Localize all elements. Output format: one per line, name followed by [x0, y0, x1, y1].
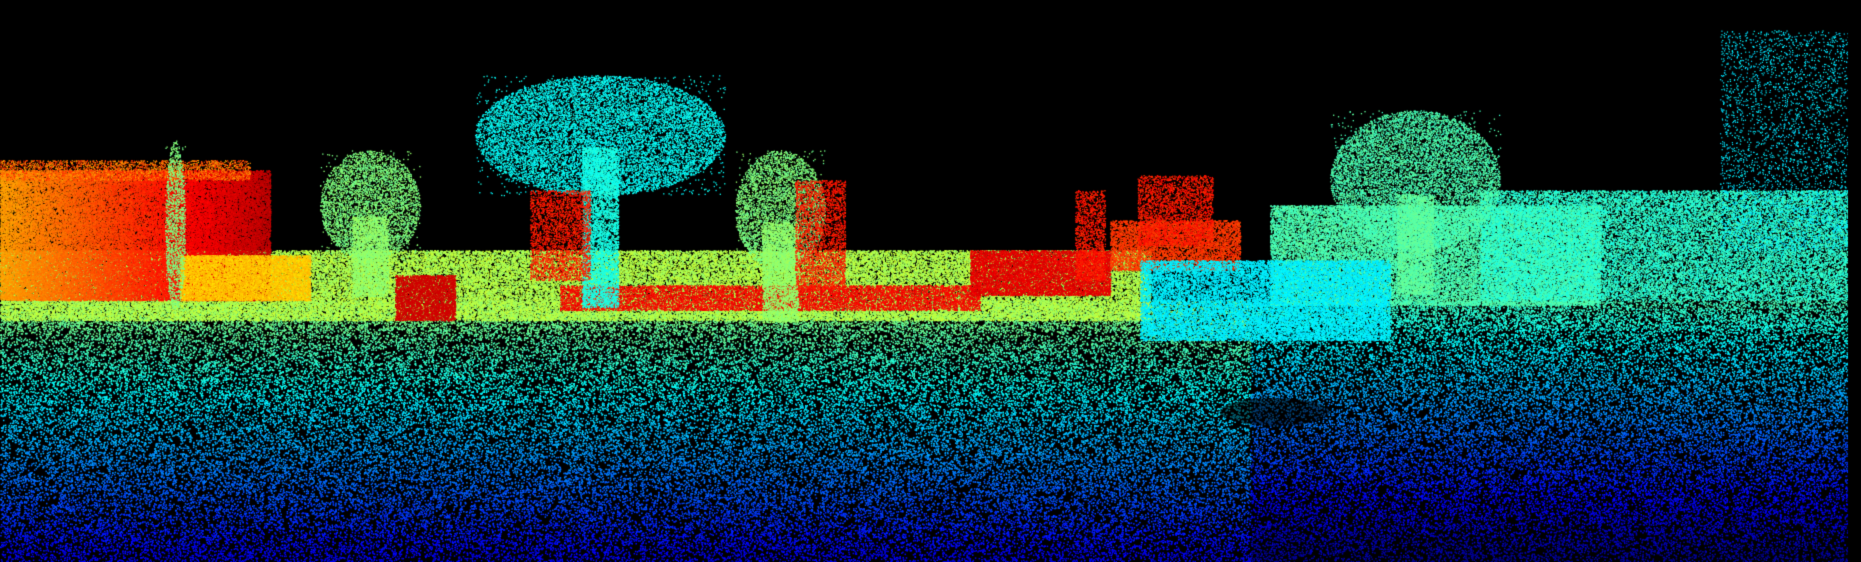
lidar-point-cloud-view: [0, 0, 1861, 562]
point-cloud-canvas: [0, 0, 1861, 562]
